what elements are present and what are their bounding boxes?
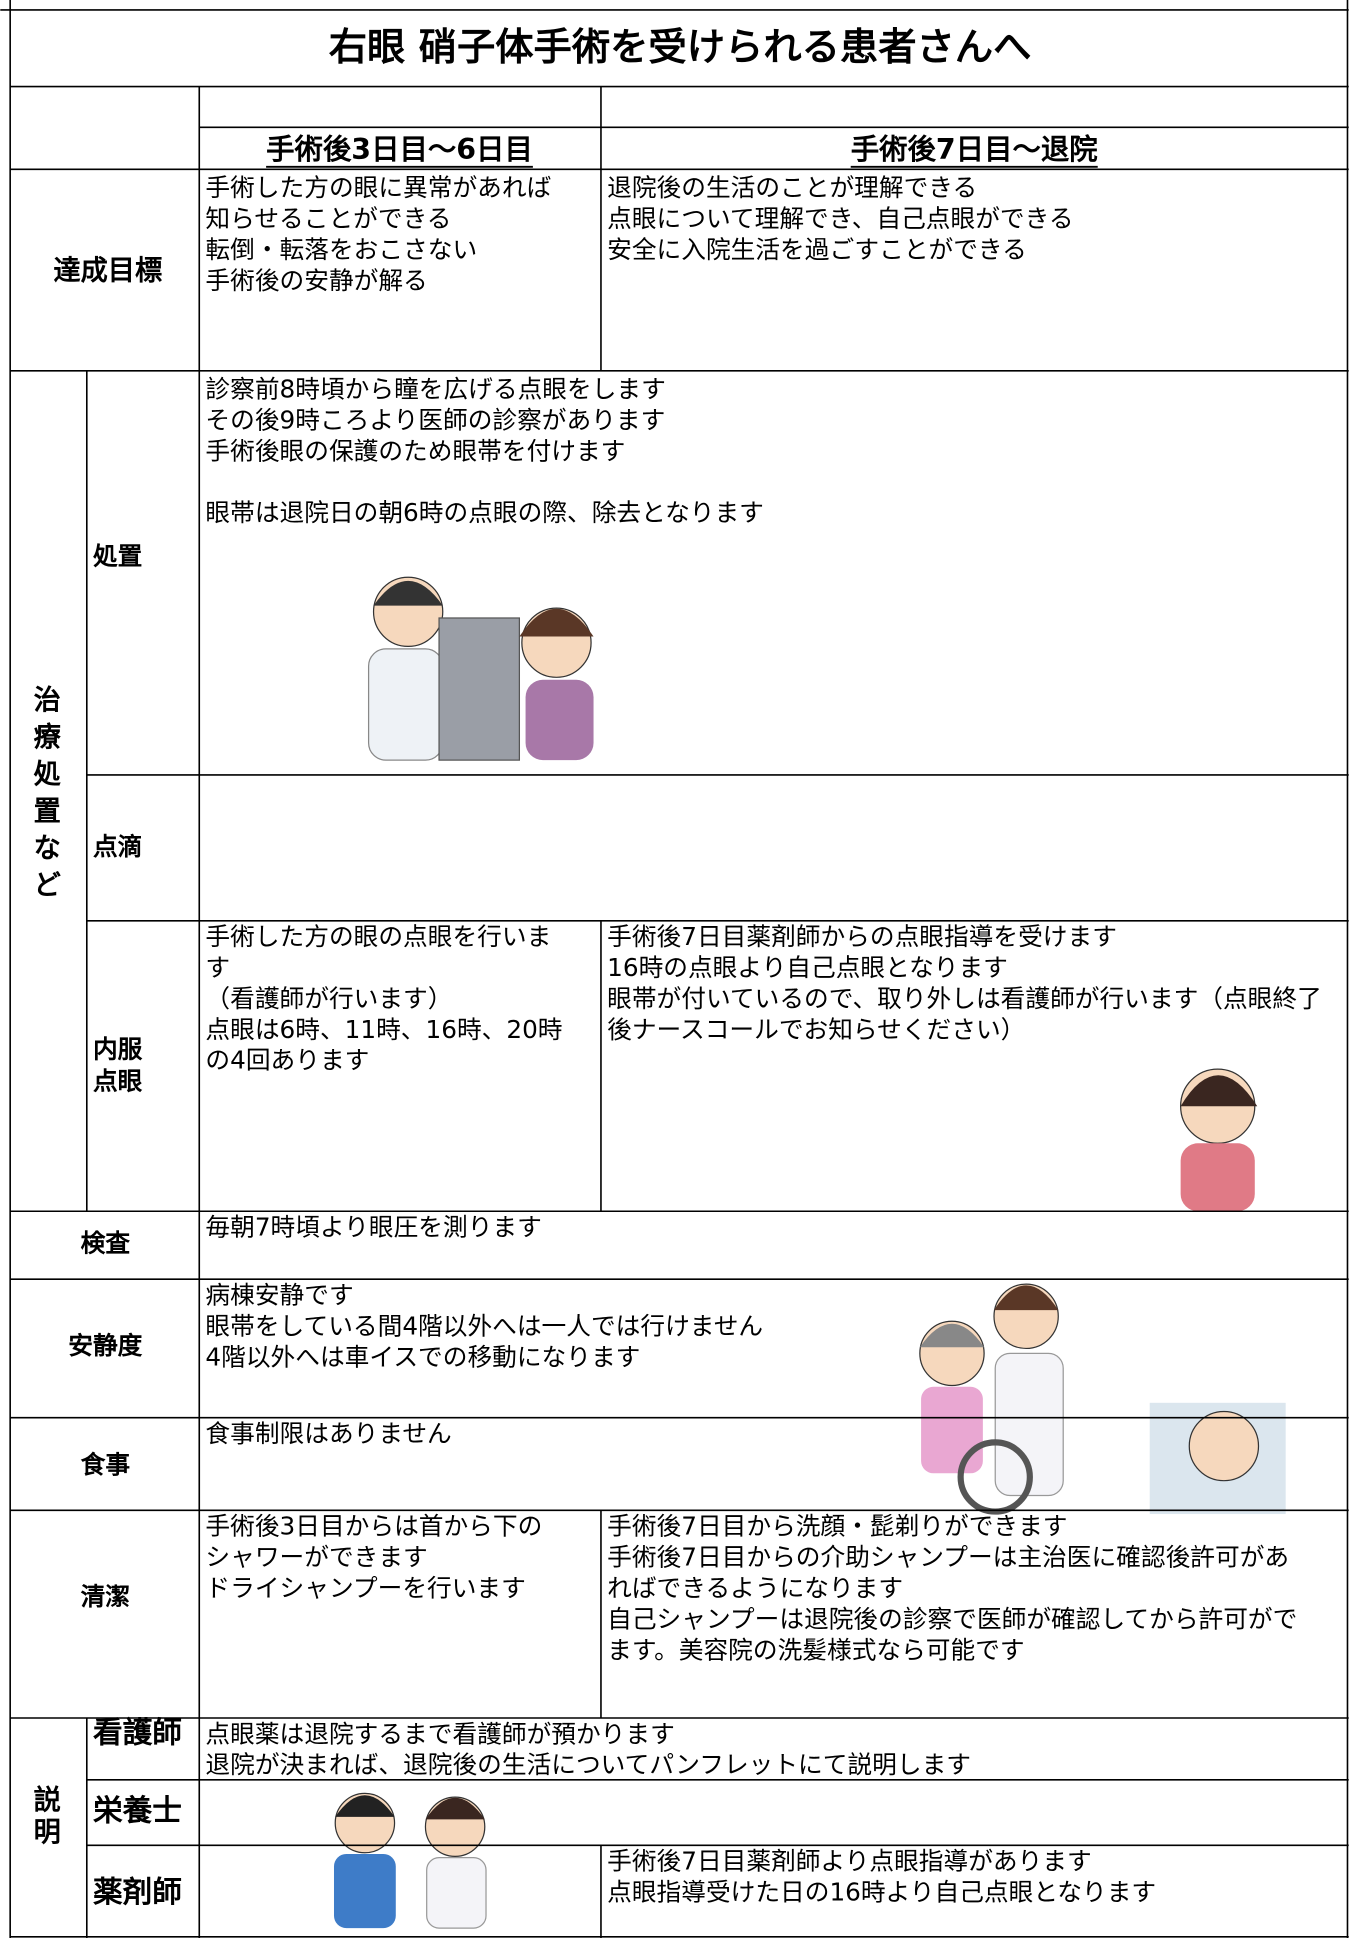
cell-text: 後ナースコールでお知らせください）	[607, 1015, 1025, 1044]
row-label: 達成目標	[53, 255, 162, 286]
cell-text: 手術後7日目からの介助シャンプーは主治医に確認後許可があ	[607, 1543, 1289, 1572]
row-label: 清潔	[81, 1582, 130, 1611]
cell-text: 4階以外へは車イスでの移動になります	[205, 1342, 640, 1371]
cell-text: 手術後7日目薬剤師からの点眼指導を受けます	[607, 922, 1117, 951]
cell-text: 点眼指導受けた日の16時より自己点眼となります	[607, 1878, 1156, 1907]
row-label: 点滴	[93, 832, 142, 861]
cell-text: 手術後の安静が解る	[205, 266, 427, 295]
cell-text: 食事制限はありません	[205, 1419, 451, 1448]
row-label: 点眼	[93, 1067, 143, 1096]
cell-text: （看護師が行います）	[205, 984, 452, 1013]
cell-text: の4回あります	[205, 1046, 369, 1075]
cell-text: 手術後7日目薬剤師より点眼指導があります	[607, 1847, 1092, 1876]
illustrations	[324, 571, 1299, 1935]
cell-text: 点眼は6時、11時、16時、20時	[205, 1015, 562, 1044]
row-label: 処置	[93, 541, 142, 570]
row-label: 栄養士	[93, 1792, 182, 1827]
row-label: 内服	[93, 1035, 143, 1064]
cell-text: 点眼薬は退院するまで看護師が預かります	[205, 1719, 674, 1748]
cell-text: 病棟安静です	[205, 1281, 353, 1310]
cell-text: 手術後眼の保護のため眼帯を付けます	[205, 436, 625, 465]
cell-text: 自己シャンプーは退院後の診察で医師が確認してから許可がで	[607, 1604, 1297, 1633]
row-label: 安静度	[68, 1331, 142, 1360]
cell-text: 手術後3日目からは首から下の	[205, 1512, 542, 1541]
cell-text: 手術後7日目から洗顔・髭剃りができます	[607, 1512, 1067, 1541]
cell-text: 退院後の生活のことが理解できる	[607, 173, 977, 202]
cell-text: 16時の点眼より自己点眼となります	[607, 953, 1008, 982]
row-label: 薬剤師	[93, 1874, 182, 1909]
cell-text: 安全に入院生活を過ごすことができる	[607, 235, 1027, 264]
cell-text: 点眼について理解でき、自己点眼ができる	[607, 204, 1073, 233]
cell-text: シャワーができます	[205, 1543, 427, 1572]
cell-text: 眼帯をしている間4階以外へは一人では行けません	[205, 1311, 763, 1340]
cell-text: す	[205, 953, 230, 982]
cell-text: 手術した方の眼に異常があれば	[205, 173, 551, 202]
title: 右眼 硝子体手術を受けられる患者さんへ	[329, 25, 1032, 70]
column-header: 手術後3日目～6日目	[266, 133, 533, 166]
group-label: 説明	[34, 1783, 61, 1847]
cell-text: 眼帯は退院日の朝6時の点眼の際、除去となります	[205, 498, 763, 527]
cell-text: ます。美容院の洗髪様式なら可能です	[607, 1635, 1024, 1664]
row-label: 看護師	[93, 1715, 182, 1750]
cell-text: 退院が決まれば、退院後の生活についてパンフレットにて説明します	[205, 1750, 971, 1779]
cell-text: 毎朝7時頃より眼圧を測ります	[205, 1213, 541, 1242]
cell-text: その後9時ころより医師の診察があります	[205, 405, 665, 434]
cell-text: 診察前8時頃から瞳を広げる点眼をします	[205, 375, 665, 404]
cell-text: 眼帯が付いているので、取り外しは看護師が行います（点眼終了	[607, 984, 1322, 1013]
row-label: 検査	[81, 1229, 131, 1258]
row-label: 食事	[81, 1450, 131, 1479]
cell-text: ドライシャンプーを行います	[205, 1573, 525, 1602]
cell-text: 知らせることができる	[205, 204, 451, 233]
group-label: 治療処置など	[34, 684, 62, 900]
cell-text: 転倒・転落をおこさない	[205, 235, 477, 264]
column-header: 手術後7日目～退院	[851, 133, 1098, 166]
cell-text: ればできるようになります	[607, 1573, 903, 1602]
cell-text: 手術した方の眼の点眼を行いま	[205, 922, 551, 951]
